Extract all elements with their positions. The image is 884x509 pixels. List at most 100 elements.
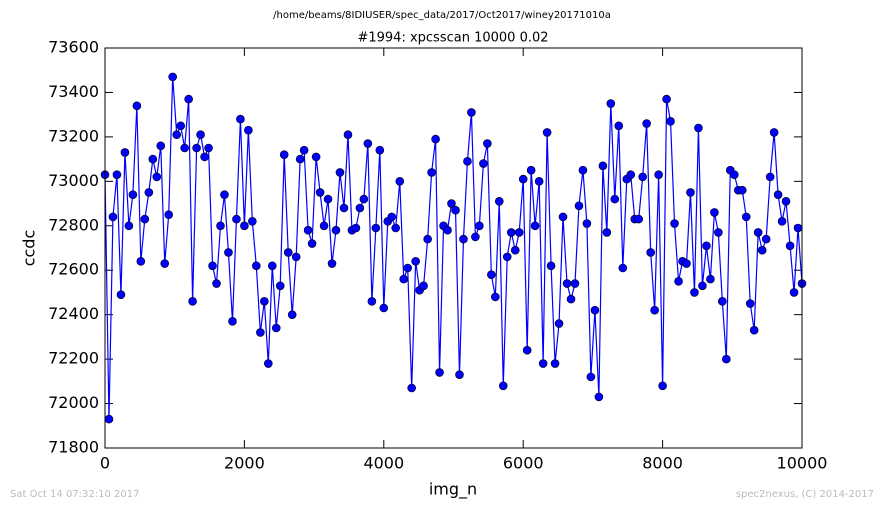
- data-point: [594, 392, 604, 402]
- x-tick-label: 0: [100, 454, 110, 473]
- data-point: [590, 305, 600, 315]
- data-point: [327, 259, 337, 268]
- data-point: [793, 223, 803, 233]
- data-point: [319, 221, 329, 231]
- data-point: [387, 212, 397, 222]
- data-point: [578, 165, 588, 175]
- y-tick-label: 71800: [48, 438, 99, 457]
- data-point: [526, 165, 536, 175]
- data-point: [252, 261, 261, 271]
- data-point: [307, 239, 317, 248]
- data-point: [610, 194, 620, 204]
- data-point: [160, 259, 170, 268]
- data-point: [498, 381, 508, 391]
- data-point: [459, 234, 468, 244]
- data-point: [196, 130, 205, 139]
- data-point: [256, 328, 265, 337]
- data-point: [554, 319, 564, 328]
- y-tick-label: 73400: [48, 82, 99, 101]
- y-tick-label: 72400: [48, 304, 99, 323]
- data-point: [200, 152, 209, 162]
- data-point: [403, 263, 413, 273]
- data-point: [777, 217, 787, 226]
- data-point: [773, 190, 783, 199]
- data-point: [132, 101, 142, 111]
- data-point: [674, 277, 683, 286]
- data-point: [275, 281, 285, 291]
- plot-frame: [104, 47, 803, 449]
- data-point: [295, 154, 305, 164]
- data-point: [506, 228, 516, 237]
- data-point: [335, 168, 345, 177]
- data-point: [104, 414, 114, 424]
- data-point: [244, 125, 253, 135]
- data-point: [423, 234, 432, 244]
- data-point: [785, 241, 795, 251]
- data-point: [283, 248, 293, 257]
- data-point: [379, 303, 389, 313]
- data-point: [534, 177, 544, 186]
- data-point: [192, 143, 201, 153]
- data-point: [287, 310, 297, 319]
- data-point: [363, 139, 373, 148]
- data-point: [479, 159, 488, 168]
- y-tick-label: 72200: [48, 349, 99, 368]
- data-point: [741, 212, 751, 222]
- data-point: [391, 223, 401, 233]
- data-point: [566, 294, 576, 304]
- x-tick-label: 6000: [503, 454, 544, 473]
- data-point: [642, 119, 651, 128]
- data-point: [602, 228, 612, 237]
- data-point: [510, 245, 520, 255]
- x-tick-label: 8000: [642, 454, 683, 473]
- data-point: [112, 170, 122, 179]
- data-point: [343, 130, 353, 139]
- data-point: [765, 172, 775, 182]
- data-point: [236, 114, 245, 124]
- data-point: [267, 261, 277, 271]
- data-point: [582, 219, 592, 228]
- data-point: [152, 172, 162, 182]
- data-point: [144, 188, 154, 197]
- data-point: [431, 134, 440, 144]
- y-tick-label: 72000: [48, 393, 99, 412]
- data-point: [494, 197, 504, 206]
- data-point: [690, 288, 699, 297]
- data-point: [124, 221, 134, 231]
- data-point: [626, 170, 636, 179]
- data-point: [522, 345, 532, 355]
- data-point: [291, 252, 301, 262]
- data-point: [120, 148, 130, 157]
- x-tick-label: 10000: [777, 454, 828, 473]
- data-point: [351, 223, 361, 233]
- data-point: [156, 141, 166, 151]
- data-point: [769, 128, 779, 137]
- data-point: [419, 281, 428, 291]
- data-point: [407, 383, 416, 393]
- data-point: [128, 190, 138, 199]
- data-point: [248, 217, 257, 226]
- data-point: [224, 248, 233, 257]
- data-point: [208, 261, 217, 271]
- data-point: [706, 274, 715, 284]
- data-point: [483, 139, 492, 148]
- data-point: [399, 274, 409, 284]
- data-point: [702, 241, 711, 251]
- data-point: [694, 123, 703, 133]
- data-point: [395, 177, 405, 186]
- data-point: [311, 152, 321, 162]
- data-point: [634, 214, 643, 224]
- data-point: [172, 130, 182, 139]
- data-point: [216, 221, 225, 231]
- data-point: [558, 212, 568, 222]
- data-point: [375, 145, 385, 155]
- data-point: [670, 219, 679, 228]
- y-tick-label: 72800: [48, 215, 99, 234]
- data-point: [463, 157, 472, 166]
- data-point: [228, 317, 237, 326]
- data-point: [323, 194, 333, 204]
- data-point: [164, 210, 174, 219]
- data-point: [606, 99, 616, 108]
- data-point: [666, 117, 675, 126]
